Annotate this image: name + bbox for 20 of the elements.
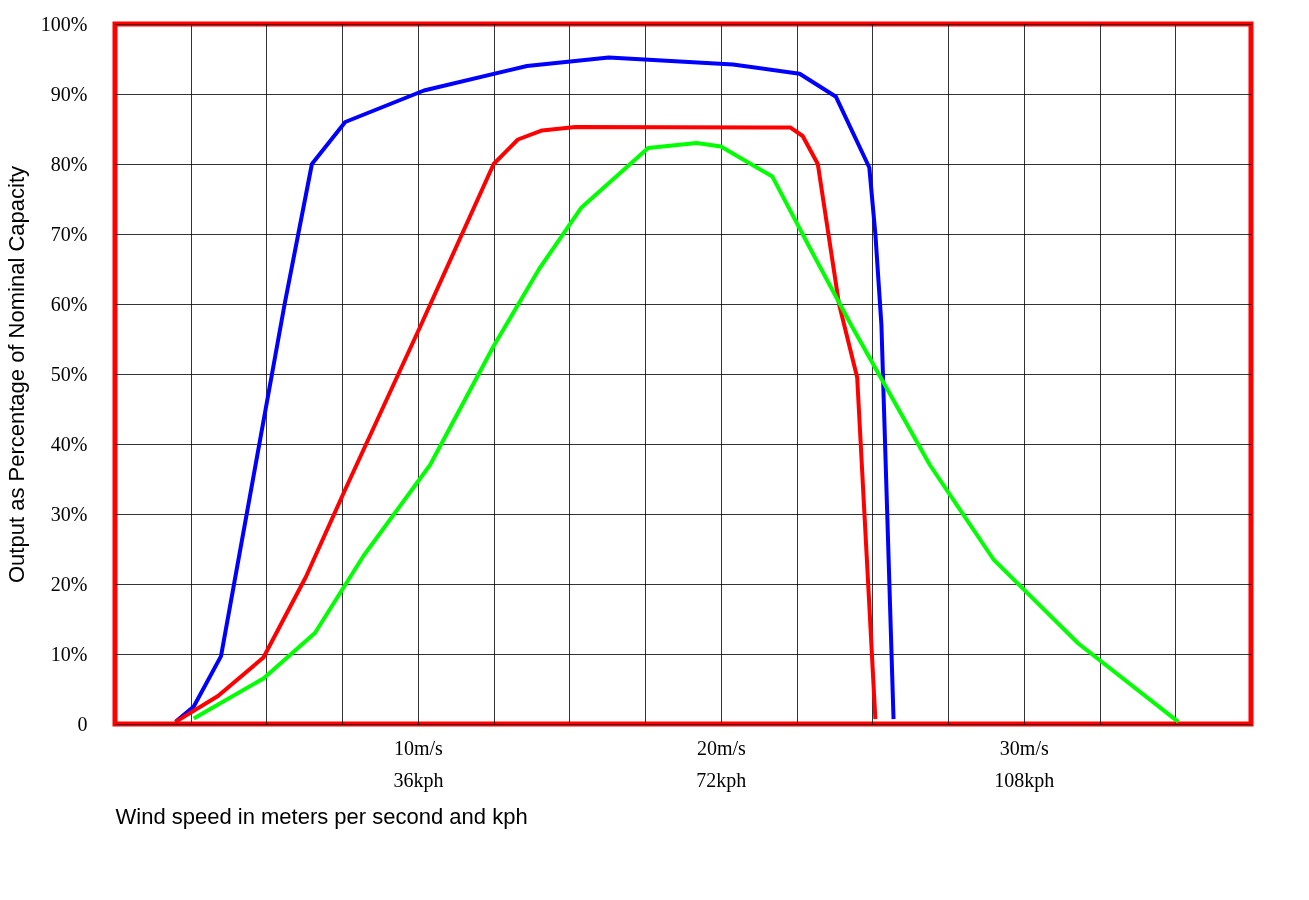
x2-tick-label: 36kph (393, 768, 444, 792)
y-tick-label: 10% (50, 642, 88, 665)
y-tick-label: 20% (50, 572, 88, 595)
y-tick-label: 100% (40, 12, 88, 35)
y-tick-label: 60% (50, 292, 88, 315)
y-tick-label: 90% (50, 82, 88, 105)
x-tick-label: 30m/s (999, 736, 1049, 759)
line-series (191, 141, 1181, 724)
y-tick-label: 30% (50, 502, 88, 525)
y-tick-label: 50% (50, 362, 88, 385)
y-axis-title: Output as Percentage of Nominal Capacity (3, 165, 29, 584)
x2-tick-label: 72kph (696, 768, 747, 792)
y-tick-label: 40% (50, 432, 88, 455)
y-tick-label: 0 (77, 712, 88, 735)
x-axis-title: Wind speed in meters per second and kph (115, 803, 528, 829)
x-tick-label: 10m/s (393, 736, 444, 759)
x-tick-label: 20m/s (696, 736, 747, 759)
y-tick-label: 80% (50, 152, 88, 175)
x2-tick-label: 108kph (994, 768, 1055, 792)
y-tick-label: 70% (50, 222, 88, 245)
